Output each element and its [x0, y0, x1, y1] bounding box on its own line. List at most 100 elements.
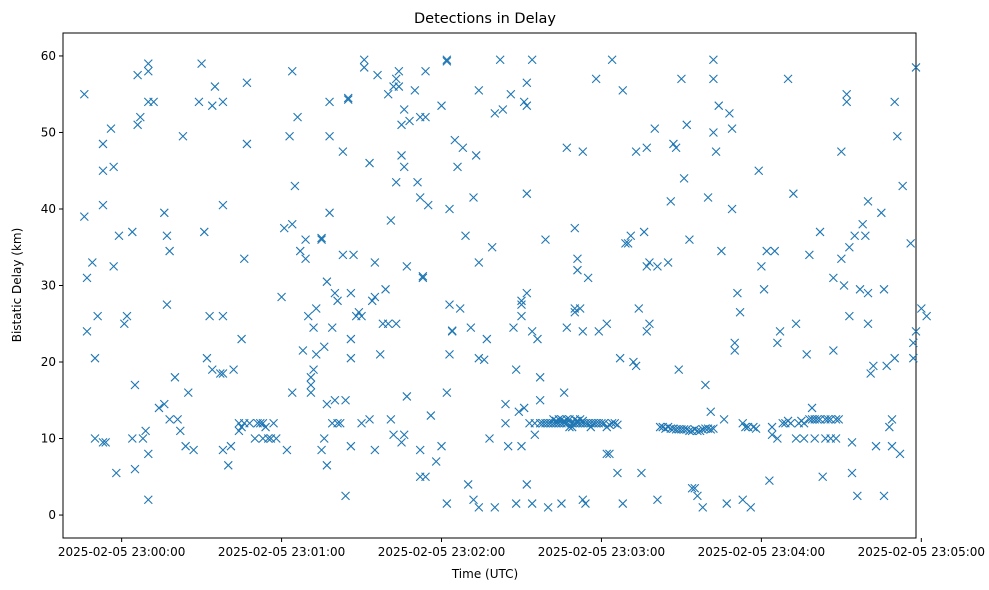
data-point-marker	[836, 254, 846, 264]
data-point-marker	[621, 239, 630, 248]
data-point-marker	[498, 105, 508, 114]
data-point-marker	[255, 418, 265, 428]
data-point-marker	[527, 55, 537, 65]
data-point-marker	[141, 426, 151, 436]
data-point-marker	[189, 445, 199, 455]
data-point-marker	[695, 426, 705, 436]
data-point-marker	[693, 426, 702, 436]
data-point-marker	[333, 418, 342, 428]
data-point-marker	[338, 147, 348, 156]
data-point-marker	[687, 483, 697, 493]
data-point-marker	[511, 499, 521, 508]
data-point-marker	[759, 284, 769, 294]
data-point-marker	[130, 380, 140, 390]
data-point-marker	[866, 369, 876, 378]
data-point-marker	[570, 307, 580, 317]
data-point-marker	[415, 445, 425, 455]
data-point-marker	[844, 311, 854, 321]
data-point-marker	[365, 415, 374, 424]
data-point-marker	[218, 97, 228, 107]
data-point-marker	[418, 273, 428, 283]
data-point-marker	[706, 424, 716, 434]
data-point-marker	[522, 189, 532, 199]
data-point-marker	[490, 108, 500, 118]
data-point-marker	[730, 338, 740, 348]
data-point-marker	[522, 101, 532, 111]
data-point-marker	[581, 499, 590, 508]
data-point-marker	[370, 292, 380, 302]
data-point-marker	[242, 139, 252, 149]
data-point-marker	[295, 246, 305, 256]
data-point-marker	[250, 434, 260, 443]
data-point-marker	[818, 472, 828, 482]
data-point-marker	[370, 445, 380, 455]
data-point-marker	[311, 304, 321, 313]
data-point-marker	[389, 430, 398, 440]
data-point-marker	[218, 200, 228, 210]
data-point-marker	[642, 261, 652, 271]
data-point-marker	[850, 231, 860, 241]
data-point-marker	[317, 235, 326, 244]
data-point-marker	[495, 55, 505, 65]
data-point-marker	[474, 503, 484, 512]
data-point-marker	[317, 233, 326, 243]
data-point-marker	[786, 418, 796, 428]
data-point-marker	[602, 449, 612, 459]
data-point-marker	[908, 353, 918, 363]
data-point-marker	[788, 189, 798, 199]
data-point-marker	[293, 112, 302, 122]
y-tick-label: 40	[41, 202, 56, 216]
data-point-marker	[663, 258, 673, 267]
data-point-marker	[309, 323, 318, 332]
data-point-marker	[738, 418, 748, 428]
data-point-marker	[319, 342, 329, 352]
data-point-marker	[354, 307, 364, 317]
data-point-marker	[490, 503, 500, 512]
data-point-marker	[162, 231, 172, 241]
data-point-marker	[319, 434, 329, 443]
data-point-marker	[567, 422, 577, 432]
data-point-marker	[679, 424, 689, 434]
data-point-marker	[133, 120, 143, 130]
data-point-marker	[701, 380, 710, 390]
data-point-marker	[730, 346, 740, 355]
data-point-marker	[879, 491, 889, 501]
chart-title: Detections in Delay	[414, 11, 556, 27]
data-point-marker	[685, 426, 694, 436]
data-point-marker	[106, 124, 116, 134]
data-point-marker	[109, 162, 119, 172]
data-point-marker	[828, 346, 838, 355]
data-point-marker	[503, 441, 513, 451]
markers-group	[79, 55, 932, 512]
data-point-marker	[842, 97, 852, 107]
x-tick-label: 2025-02-05 23:02:00	[378, 545, 505, 559]
data-point-marker	[682, 424, 692, 434]
data-point-marker	[642, 327, 652, 336]
data-point-marker	[127, 227, 137, 237]
data-point-marker	[860, 231, 870, 241]
data-point-marker	[884, 422, 894, 432]
data-point-marker	[799, 418, 809, 428]
data-point-marker	[562, 415, 572, 424]
data-point-marker	[458, 143, 468, 153]
data-point-marker	[799, 434, 809, 443]
data-point-marker	[634, 304, 644, 313]
data-point-marker	[613, 468, 622, 478]
data-point-marker	[285, 131, 294, 141]
data-point-marker	[663, 422, 673, 432]
data-point-marker	[597, 418, 606, 428]
data-point-marker	[847, 437, 857, 447]
data-point-marker	[341, 395, 350, 405]
data-point-marker	[810, 434, 820, 443]
data-point-marker	[138, 434, 148, 443]
data-point-marker	[522, 480, 532, 489]
data-point-marker	[122, 311, 132, 321]
data-point-marker	[557, 499, 566, 508]
data-point-marker	[346, 288, 356, 298]
data-point-marker	[517, 300, 526, 310]
data-point-marker	[309, 365, 318, 375]
data-point-marker	[828, 273, 838, 283]
data-point-marker	[298, 346, 308, 355]
data-point-marker	[306, 372, 316, 382]
data-point-marker	[653, 495, 662, 505]
